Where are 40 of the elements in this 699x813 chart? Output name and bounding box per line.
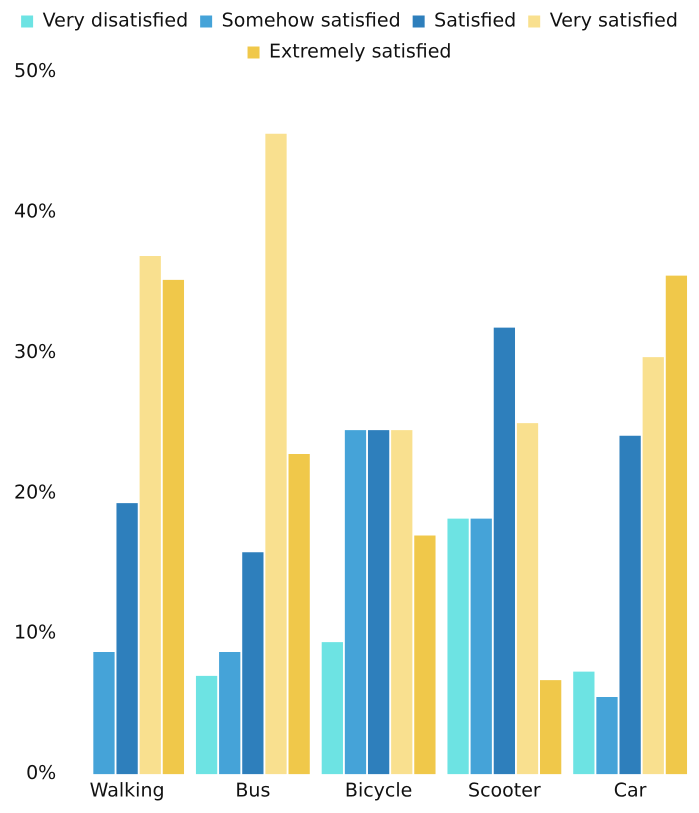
bar [322, 642, 343, 774]
legend-label: Extremely satisfied [269, 40, 452, 62]
bar [573, 672, 594, 774]
x-tick-label: Bicycle [344, 780, 412, 802]
bar [666, 276, 688, 774]
x-tick-label: Scooter [468, 780, 541, 802]
bar [242, 552, 264, 774]
x-tick-label: Walking [90, 780, 165, 802]
x-tick-label: Bus [235, 780, 270, 802]
bar [265, 134, 287, 774]
y-tick-label: 40% [14, 200, 56, 222]
bar [642, 357, 664, 774]
bar [162, 280, 184, 774]
bar [494, 328, 516, 774]
y-tick-label: 10% [14, 622, 56, 644]
x-tick-label: Car [614, 780, 647, 802]
y-tick-label: 20% [14, 481, 56, 504]
legend-label: Very disatisfied [42, 9, 188, 32]
bar [540, 680, 562, 774]
bar [516, 423, 538, 774]
bar [196, 676, 218, 774]
bar [414, 535, 436, 774]
bar [391, 430, 412, 774]
bar [288, 454, 310, 774]
bar [470, 518, 492, 774]
legend-label: Very satisfied [550, 9, 678, 32]
y-tick-label: 0% [26, 762, 56, 784]
bar [596, 696, 618, 774]
bar [344, 430, 366, 774]
y-tick-label: 30% [14, 340, 56, 363]
bar [140, 256, 161, 774]
legend-label: Satisfied [434, 9, 516, 32]
bar [116, 503, 138, 774]
legend-label: Somehow satisfied [222, 9, 401, 32]
bar [619, 436, 641, 774]
y-tick-label: 50% [14, 60, 56, 82]
bar [93, 652, 115, 774]
bar [368, 430, 390, 774]
bar [447, 518, 469, 774]
bar [219, 652, 240, 774]
